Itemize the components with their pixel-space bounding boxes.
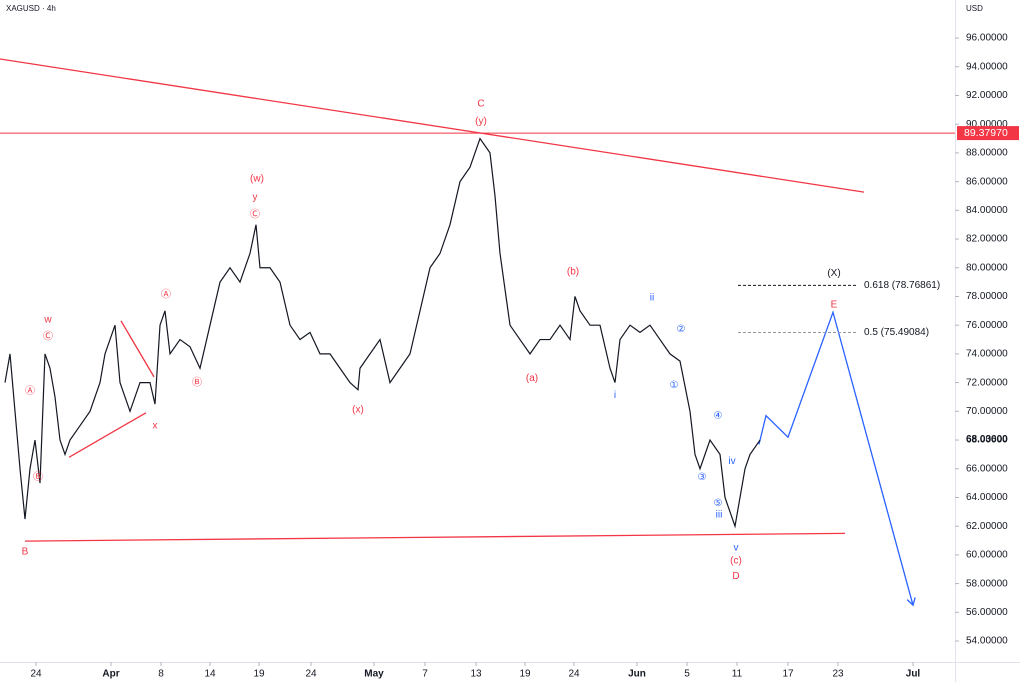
x-tick-label: Jul (906, 669, 921, 680)
wave-label: (c) (730, 555, 742, 566)
arrow-head (906, 597, 916, 607)
y-tick-label: 74.00000 (966, 349, 1008, 360)
wave-label: x (153, 420, 158, 431)
wave-label: ④ (714, 410, 723, 421)
x-tick-label: 23 (832, 669, 844, 680)
wave-label: B (22, 547, 29, 558)
x-tick-label: 7 (422, 669, 428, 680)
trendline (120, 320, 155, 378)
wave-label: iv (728, 456, 735, 467)
wave-label: Ⓑ (192, 376, 202, 388)
x-tick-label: 19 (253, 669, 265, 680)
wave-label: (x) (352, 405, 364, 416)
y-tick-label: 84.00000 (966, 205, 1008, 216)
trendline (68, 412, 147, 458)
trendline (758, 310, 914, 606)
y-tick-label: 92.00000 (966, 90, 1008, 101)
wave-label: Ⓑ (33, 471, 43, 483)
y-tick-label: 70.00000 (966, 406, 1008, 417)
currency-label: USD (966, 4, 983, 13)
level-price-box (957, 126, 1019, 141)
y-tick-label: 58.00000 (966, 578, 1008, 589)
level-price-label: 89.37970 (964, 127, 1008, 139)
x-tick-label: 24 (305, 669, 317, 680)
x-tick-label: 14 (204, 669, 216, 680)
x-tick-label: May (364, 669, 384, 680)
x-tick-label: 11 (732, 669, 743, 680)
fib-label: 0.618 (78.76861) (864, 280, 940, 291)
wave-label: ② (677, 324, 686, 335)
x-tick-label: 5 (684, 669, 690, 680)
trendline (24, 532, 846, 542)
y-tick-label: 86.00000 (966, 176, 1008, 187)
wave-label: Ⓒ (250, 208, 260, 220)
wave-label: Ⓐ (25, 385, 35, 397)
y-tick-label: 60.00000 (966, 550, 1008, 561)
trendline (0, 58, 865, 193)
y-tick-label: 72.00000 (966, 377, 1008, 388)
wave-label: v (734, 542, 739, 553)
wave-label: (b) (567, 267, 579, 278)
wave-label: ③ (698, 472, 707, 483)
wave-label: ⑤ (714, 498, 723, 509)
wave-label: (w) (250, 173, 264, 184)
symbol-title: XAGUSD · 4h (6, 4, 56, 13)
y-tick-label: 54.00000 (966, 636, 1008, 647)
wave-label: ii (650, 293, 654, 304)
wave-label: E (831, 300, 838, 311)
wave-label: i (614, 390, 616, 401)
wave-label: (y) (475, 116, 487, 127)
fib-label: 0.5 (75.49084) (864, 327, 929, 338)
wave-label: Ⓐ (161, 289, 171, 301)
wave-label: D (732, 571, 739, 582)
wave-label: C (477, 99, 484, 110)
y-tick-label: 62.00000 (966, 521, 1008, 532)
y-tick-label: 64.00000 (966, 492, 1008, 503)
wave-label: Ⓒ (43, 330, 53, 342)
x-tick-label: Jun (628, 669, 646, 680)
x-tick-label: Apr (102, 669, 119, 680)
y-tick-label: 80.00000 (966, 262, 1008, 273)
y-tick-label: 90.00000 (966, 119, 1008, 130)
y-tick-label: 82.00000 (966, 234, 1008, 245)
x-tick-label: 24 (30, 669, 42, 680)
y-tick-label: 94.00000 (966, 61, 1008, 72)
y-tick-label: 96.00000 (966, 33, 1008, 44)
x-tick-label: 8 (158, 669, 164, 680)
y-tick-label: 88.00000 (966, 148, 1008, 159)
y-tick-label: 56.00000 (966, 607, 1008, 618)
y-tick-label: 66.00000 (966, 463, 1008, 474)
x-tick-label: 17 (782, 669, 794, 680)
x-tick-label: 13 (470, 669, 482, 680)
wave-label: y (253, 192, 258, 203)
wave-label: w (43, 315, 52, 326)
price-line (4, 137, 761, 529)
y-tick-label: 78.00000 (966, 291, 1008, 302)
y-tick-label: 76.00000 (966, 320, 1008, 331)
y-tick-label: 68.00000 (966, 435, 1008, 446)
wave-label: (a) (526, 373, 538, 384)
last-price-label: 68.03600 (966, 434, 1008, 445)
wave-label: iii (716, 509, 723, 520)
wave-label: ① (670, 380, 679, 391)
wave-label: (X) (827, 268, 840, 279)
x-tick-label: 19 (519, 669, 531, 680)
x-tick-label: 24 (568, 669, 580, 680)
